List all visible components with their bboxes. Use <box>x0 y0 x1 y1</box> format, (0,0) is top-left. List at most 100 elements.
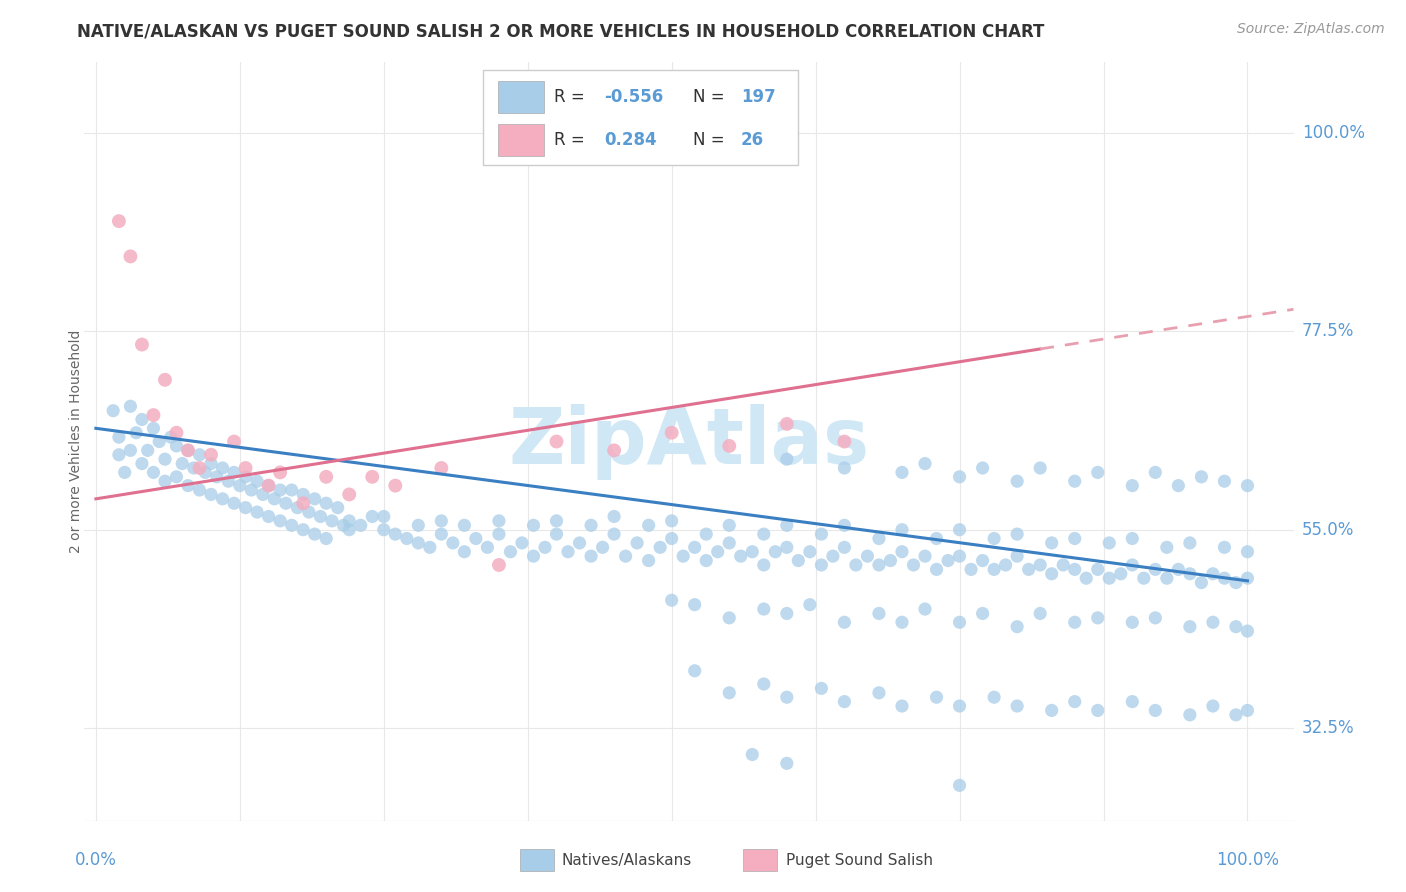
Point <box>1225 575 1247 590</box>
Point <box>131 412 153 426</box>
Point <box>499 545 522 559</box>
Point <box>326 500 349 515</box>
Point <box>948 470 970 484</box>
Point <box>315 496 337 510</box>
Point <box>166 439 188 453</box>
Point <box>172 457 194 471</box>
Point <box>914 549 936 563</box>
Point <box>948 549 970 563</box>
Point <box>603 443 626 458</box>
Point <box>441 536 464 550</box>
Point <box>752 558 775 572</box>
Point <box>309 509 332 524</box>
Point <box>263 491 285 506</box>
Point <box>510 536 533 550</box>
Point <box>101 403 124 417</box>
Point <box>337 523 360 537</box>
Point <box>799 545 821 559</box>
Point <box>188 461 211 475</box>
Point <box>534 541 557 555</box>
Point <box>235 500 257 515</box>
Point <box>1189 470 1212 484</box>
Point <box>810 558 832 572</box>
Point <box>292 487 315 501</box>
Point <box>683 664 706 678</box>
Point <box>948 778 970 792</box>
Point <box>453 545 475 559</box>
Point <box>1063 695 1085 709</box>
Point <box>142 421 165 435</box>
Point <box>1029 558 1052 572</box>
Point <box>315 470 337 484</box>
Point <box>153 474 176 488</box>
Point <box>1178 536 1201 550</box>
Point <box>453 518 475 533</box>
Point <box>1121 615 1143 630</box>
Point <box>274 496 297 510</box>
Point <box>337 514 360 528</box>
Point <box>120 443 142 458</box>
Point <box>1121 558 1143 572</box>
Point <box>661 425 683 440</box>
Point <box>592 541 614 555</box>
Point <box>637 553 659 567</box>
Point <box>834 518 856 533</box>
Point <box>488 527 510 541</box>
Point <box>246 474 269 488</box>
Point <box>280 483 302 497</box>
Point <box>752 602 775 616</box>
Point <box>718 439 741 453</box>
Point <box>177 443 200 458</box>
Point <box>879 553 901 567</box>
Point <box>430 514 453 528</box>
Point <box>1202 566 1225 581</box>
Point <box>1121 532 1143 546</box>
FancyBboxPatch shape <box>520 848 554 871</box>
Point <box>972 461 994 475</box>
Point <box>983 532 1005 546</box>
Point <box>136 443 159 458</box>
Point <box>522 549 544 563</box>
Point <box>522 518 544 533</box>
Point <box>546 514 568 528</box>
Point <box>1087 466 1109 480</box>
Point <box>948 615 970 630</box>
Text: Natives/Alaskans: Natives/Alaskans <box>562 853 692 868</box>
Point <box>332 518 354 533</box>
Point <box>159 430 181 444</box>
Point <box>1063 562 1085 576</box>
Point <box>373 523 395 537</box>
Point <box>972 553 994 567</box>
Point <box>419 541 441 555</box>
Point <box>1133 571 1156 585</box>
Point <box>1005 620 1028 634</box>
Point <box>868 558 890 572</box>
Point <box>430 461 453 475</box>
Point <box>1098 536 1121 550</box>
Point <box>183 461 205 475</box>
Point <box>1005 549 1028 563</box>
Point <box>257 478 280 492</box>
Point <box>217 474 239 488</box>
Point <box>108 430 131 444</box>
Point <box>948 699 970 714</box>
Point <box>1005 527 1028 541</box>
Point <box>304 491 326 506</box>
Point <box>269 466 291 480</box>
Point <box>125 425 148 440</box>
Point <box>776 452 799 467</box>
Text: 100.0%: 100.0% <box>1216 851 1279 869</box>
Point <box>1213 474 1236 488</box>
Point <box>868 532 890 546</box>
Point <box>1236 478 1258 492</box>
Point <box>776 607 799 621</box>
Point <box>546 434 568 449</box>
Point <box>776 541 799 555</box>
Text: 0.284: 0.284 <box>605 131 657 149</box>
Point <box>672 549 695 563</box>
Point <box>1225 620 1247 634</box>
Point <box>810 527 832 541</box>
Point <box>776 518 799 533</box>
Point <box>205 470 228 484</box>
Point <box>776 417 799 431</box>
